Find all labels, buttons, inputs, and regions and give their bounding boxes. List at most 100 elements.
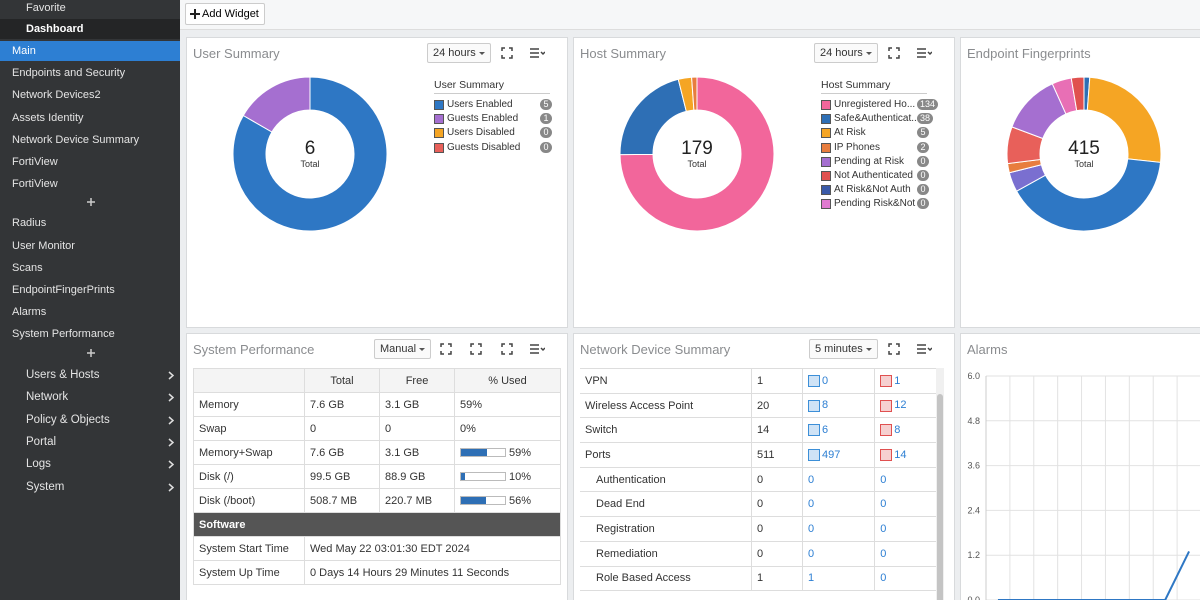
dashboard-item[interactable]: User Monitor: [12, 239, 75, 252]
cell-text[interactable]: 8: [894, 424, 901, 437]
cell-text[interactable]: 14: [894, 448, 907, 461]
cell-text[interactable]: 0: [880, 572, 887, 585]
chevron-shape: [168, 371, 174, 380]
table-header-cell: [193, 368, 305, 393]
cell-text[interactable]: 0: [808, 473, 815, 486]
icon-shape: [530, 344, 545, 354]
cell-text[interactable]: 0: [808, 522, 815, 535]
table-cell: 7.6 GB: [303, 440, 381, 465]
table-cell: 0: [801, 540, 875, 567]
widget-control-icon[interactable]: [888, 343, 904, 355]
cell-text[interactable]: 0: [808, 498, 815, 511]
icon-shape: [530, 48, 545, 58]
donut-segment: [1015, 158, 1162, 232]
table-cell: 12: [874, 392, 936, 419]
dashboard-item[interactable]: Network Device Summary: [12, 133, 140, 146]
table-cell: 14: [751, 417, 803, 444]
table-cell: 1: [874, 368, 936, 394]
dashboard-item[interactable]: Scans: [12, 261, 43, 274]
menu-item[interactable]: Portal: [26, 435, 57, 448]
menu-item[interactable]: Logs: [26, 458, 51, 471]
cell-text[interactable]: 1: [894, 374, 901, 387]
table-cell: Authentication: [580, 466, 752, 493]
table-row: Wireless Access Point 20 8 12: [580, 392, 936, 419]
dashboard-item[interactable]: Alarms: [12, 305, 47, 318]
info-row: System Start Time Wed May 22 03:01:30 EDT…: [193, 536, 561, 561]
widget-control-icon[interactable]: [529, 47, 545, 59]
menu-item[interactable]: Users & Hosts: [26, 369, 100, 381]
dashboard-item[interactable]: Assets Identity: [12, 111, 84, 124]
cell-text[interactable]: 0: [880, 522, 887, 535]
cell-text[interactable]: 0: [880, 498, 887, 511]
legend-swatch: [434, 100, 444, 110]
dashboard-item[interactable]: FortiView: [12, 156, 58, 168]
widget-control-icon[interactable]: [916, 47, 932, 59]
legend-count: 0: [917, 198, 929, 210]
device-icon: [808, 448, 820, 461]
widget-control-icon[interactable]: [440, 343, 456, 355]
menu-item[interactable]: Network: [26, 391, 69, 404]
dashboard-item[interactable]: EndpointFingerPrints: [12, 283, 115, 296]
widget-title: System Performance: [193, 342, 315, 357]
cell-text[interactable]: 1: [808, 572, 815, 585]
table-row: Disk (/boot) 508.7 MB 220.7 MB 56%: [193, 488, 561, 513]
cell-text[interactable]: 0: [880, 473, 887, 486]
chevron-icon: [168, 416, 174, 425]
table-cell: 88.9 GB: [379, 464, 456, 489]
widget-control-icon[interactable]: [916, 343, 932, 355]
dropdown[interactable]: 24 hours: [427, 43, 491, 63]
favorite-item[interactable]: Favorite: [26, 2, 66, 14]
cell-text: 1: [757, 572, 764, 585]
table-cell: 20: [751, 392, 803, 419]
dashboard-item[interactable]: Network Devices2: [12, 89, 101, 102]
widget-control-icon[interactable]: [501, 47, 517, 59]
cell-text: 99.5 GB: [310, 470, 351, 483]
cell-text: 88.9 GB: [385, 470, 426, 483]
table-cell: 0%: [454, 416, 561, 441]
widget-control-icon[interactable]: [888, 47, 904, 59]
scrollbar-thumb: [937, 394, 943, 600]
widget-control-icon[interactable]: [529, 343, 545, 355]
dashboard-item[interactable]: Endpoints and Security: [12, 67, 126, 80]
table-row: Ports 511 497 14: [580, 442, 936, 468]
cell-text[interactable]: 0: [880, 547, 887, 560]
cell-text[interactable]: 8: [822, 399, 829, 412]
y-tick-label: 2.4: [967, 505, 980, 515]
alarms-chart: 0.0 1.2 2.4 3.6 4.8 6.0: [967, 371, 1200, 600]
cell-text[interactable]: 12: [894, 399, 907, 412]
legend-swatch: [821, 100, 831, 110]
add-widget-button[interactable]: Add Widget: [185, 3, 265, 25]
donut-segment: [619, 78, 687, 156]
menu-item[interactable]: System: [26, 480, 65, 493]
cell-text[interactable]: 0: [822, 374, 829, 387]
dashboard-header[interactable]: Dashboard: [0, 19, 180, 39]
cell-text[interactable]: 497: [822, 448, 841, 461]
dashboard-item[interactable]: Radius: [12, 217, 47, 230]
table-row: Authentication 0 0 0: [580, 466, 936, 493]
dashboard-item[interactable]: FortiView: [12, 178, 58, 191]
cell-text: Disk (/): [199, 470, 234, 483]
widget-control-icon[interactable]: [470, 343, 486, 355]
usage-bar: [460, 448, 507, 458]
table-cell: 0: [874, 516, 936, 542]
host-summary-widget: 179 Total Host Summary 24 hours Host Summary…: [573, 37, 955, 328]
cell-text[interactable]: 6: [822, 424, 829, 437]
dropdown[interactable]: Manual: [374, 339, 432, 359]
dashboard-item[interactable]: System Performance: [12, 327, 115, 340]
widget-control-icon[interactable]: [501, 343, 517, 355]
legend-label: Users Enabled: [447, 99, 513, 110]
table-cell: 10%: [454, 464, 561, 489]
menu-item[interactable]: Policy & Objects: [26, 413, 110, 426]
info-value: Wed May 22 03:01:30 EDT 2024: [304, 536, 561, 561]
donut-segment: [242, 76, 311, 133]
cell-text[interactable]: 0: [808, 547, 815, 560]
info-label: System Up Time: [193, 560, 305, 585]
dashboard-item[interactable]: Main: [0, 41, 180, 61]
dropdown[interactable]: 5 minutes: [809, 339, 878, 359]
legend-label: Guests Enabled: [447, 113, 519, 125]
cell-text: Wireless Access Point: [585, 399, 694, 412]
dropdown[interactable]: 24 hours: [814, 43, 878, 63]
